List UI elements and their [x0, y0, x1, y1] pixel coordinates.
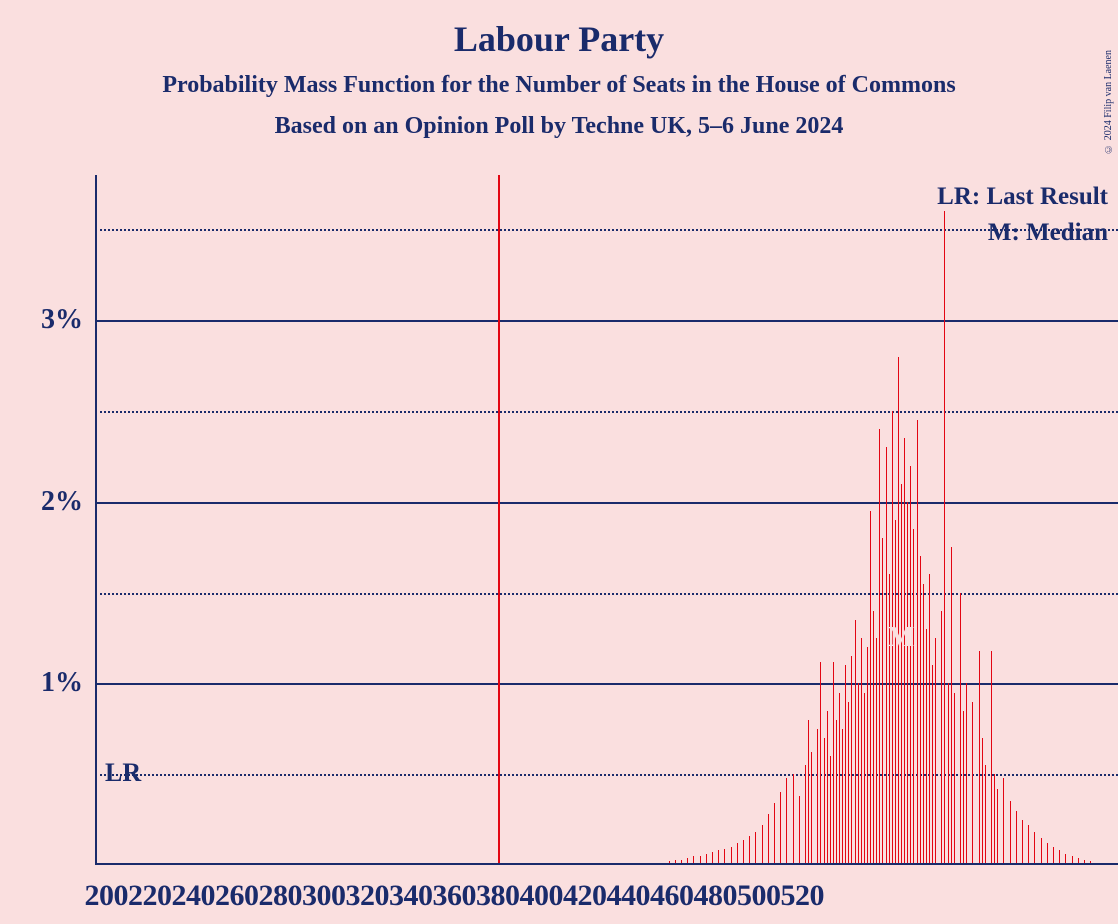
- bar: [926, 629, 927, 865]
- bar: [941, 611, 942, 865]
- bar: [886, 447, 887, 865]
- bar: [861, 638, 862, 865]
- bar: [873, 611, 874, 865]
- chart-subtitle-2: Based on an Opinion Poll by Techne UK, 5…: [0, 99, 1118, 140]
- bar: [845, 665, 846, 865]
- bar: [882, 538, 883, 865]
- bar: [851, 656, 852, 865]
- copyright-label: © 2024 Filip van Laenen: [1103, 50, 1114, 154]
- bar: [963, 711, 964, 865]
- bar: [799, 796, 800, 865]
- bar: [948, 683, 949, 865]
- bar: [755, 832, 756, 865]
- bars-container: [95, 175, 1118, 865]
- bar: [824, 738, 825, 865]
- bar: [820, 662, 821, 865]
- bar: [1010, 801, 1011, 865]
- chart-title: Labour Party: [0, 0, 1118, 60]
- bar: [889, 574, 890, 865]
- bar: [972, 702, 973, 865]
- x-axis-labels: 2002202402602803003203403603804004204404…: [85, 879, 1118, 913]
- bar: [910, 466, 911, 865]
- bar: [749, 836, 750, 865]
- bar: [997, 789, 998, 865]
- bar: [817, 729, 818, 865]
- bar: [991, 651, 992, 865]
- bar: [864, 693, 865, 866]
- bar: [901, 484, 902, 865]
- bar: [979, 651, 980, 865]
- bar: [994, 774, 995, 865]
- bar: [827, 711, 828, 865]
- bar: [982, 738, 983, 865]
- bar: [1003, 778, 1004, 865]
- bar: [1028, 825, 1029, 865]
- bar: [1016, 811, 1017, 865]
- bar: [985, 765, 986, 865]
- bar: [907, 502, 908, 865]
- bar: [855, 620, 856, 865]
- bar: [929, 574, 930, 865]
- median-marker: M: [888, 622, 914, 654]
- bar: [811, 752, 812, 865]
- bar: [876, 638, 877, 865]
- bar: [1022, 820, 1023, 865]
- bar: [913, 529, 914, 865]
- bar: [920, 556, 921, 865]
- bar: [898, 357, 899, 865]
- bar: [836, 720, 837, 865]
- bar: [830, 756, 831, 865]
- bar: [960, 593, 961, 865]
- bar: [808, 720, 809, 865]
- bar: [805, 765, 806, 865]
- bar: [932, 665, 933, 865]
- y-axis-label: 1%: [41, 667, 83, 699]
- chart-subtitle-1: Probability Mass Function for the Number…: [0, 60, 1118, 99]
- y-axis-label: 3%: [41, 304, 83, 336]
- bar: [879, 429, 880, 865]
- bar: [737, 843, 738, 865]
- x-axis: [95, 863, 1118, 865]
- bar: [895, 520, 896, 865]
- bar: [954, 693, 955, 866]
- bar: [951, 547, 952, 865]
- bar: [935, 638, 936, 865]
- bar: [1041, 838, 1042, 865]
- bar: [839, 693, 840, 866]
- bar: [944, 211, 945, 865]
- bar: [966, 683, 967, 865]
- bar: [774, 803, 775, 865]
- bar: [858, 683, 859, 865]
- bar: [768, 814, 769, 865]
- bar: [1047, 843, 1048, 865]
- chart-plot-area: 1%2%3% LR LR: Last Result M: Median M 20…: [95, 175, 1118, 865]
- bar: [833, 662, 834, 865]
- bar: [743, 840, 744, 865]
- bar: [762, 825, 763, 865]
- bar: [870, 511, 871, 865]
- y-axis: [95, 175, 97, 865]
- bar: [923, 584, 924, 865]
- bar: [786, 778, 787, 865]
- bar: [780, 792, 781, 865]
- bar: [1034, 832, 1035, 865]
- bar: [867, 647, 868, 865]
- y-axis-label: 2%: [41, 486, 83, 518]
- bar: [842, 729, 843, 865]
- bar: [848, 702, 849, 865]
- bar: [793, 774, 794, 865]
- bar: [917, 420, 918, 865]
